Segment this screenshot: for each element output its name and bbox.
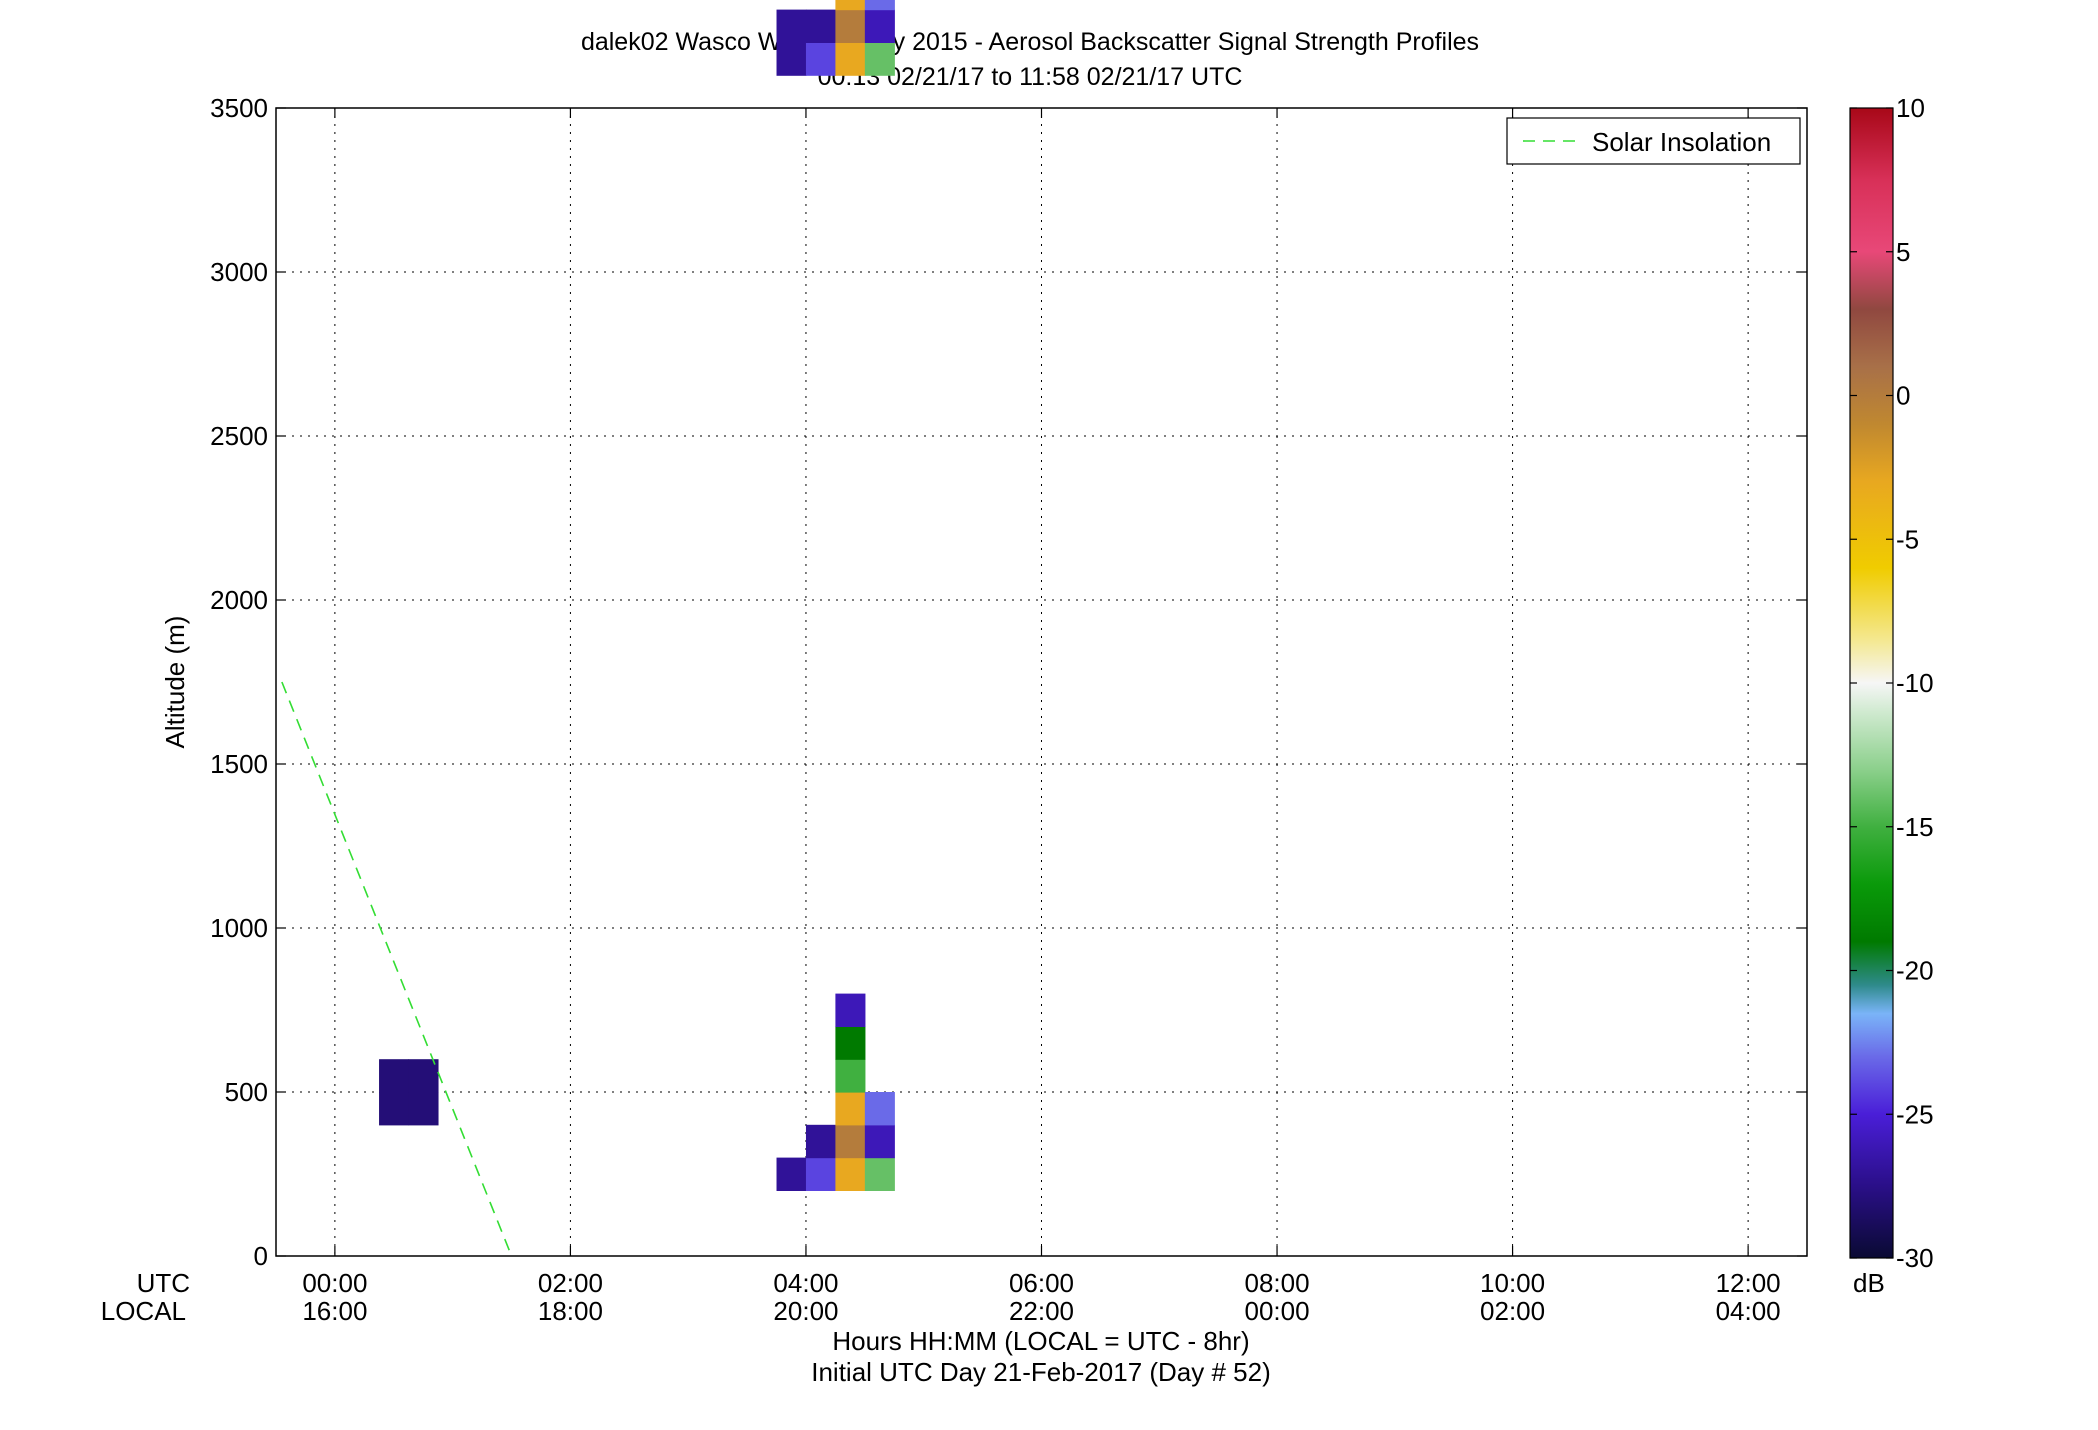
heatmap-cell [408, 1092, 439, 1126]
y-tick-label: 0 [254, 1241, 268, 1271]
x-tick-label-utc: 10:00 [1480, 1268, 1545, 1298]
colorbar-unit: dB [1853, 1268, 1885, 1298]
y-axis: 0 500 1000 1500 2000 2500 3000 3500 [210, 93, 1807, 1271]
chart-title: dalek02 Wasco WFIP2 Study 2015 - Aerosol… [581, 28, 1479, 56]
y-axis-label: Altitude (m) [160, 616, 190, 749]
colorbar-gradient [1849, 107, 1894, 1259]
heatmap-cell [864, 1092, 895, 1126]
x-tick-label-local: 02:00 [1480, 1296, 1545, 1326]
x-tick-label-utc: 06:00 [1009, 1268, 1074, 1298]
x-tick-label-utc: 12:00 [1716, 1268, 1781, 1298]
y-tick-label: 1000 [210, 913, 268, 943]
x-tick-label-utc: 08:00 [1244, 1268, 1309, 1298]
colorbar-tick-label: -10 [1896, 668, 1934, 698]
heatmap-cell [864, 9, 895, 44]
x-tick-label-local: 20:00 [773, 1296, 838, 1326]
y-tick-label: 3000 [210, 257, 268, 287]
y-tick-label: 500 [225, 1077, 268, 1107]
heatmap-cell [408, 1059, 439, 1093]
heatmap-cell [835, 1092, 866, 1126]
x-tick-label-utc: 02:00 [538, 1268, 603, 1298]
x-row-label-utc: UTC [137, 1268, 190, 1298]
x-tick-label-local: 16:00 [302, 1296, 367, 1326]
colorbar: 10 5 0 -5 -10 -15 -20 -25 -30 dB [1849, 93, 1934, 1298]
heatmap-cell [835, 1157, 866, 1191]
heatmap-cell [864, 1124, 895, 1159]
x-axis-label: Hours HH:MM (LOCAL = UTC - 8hr) [832, 1326, 1249, 1356]
heatmap-cell [805, 9, 837, 44]
legend: Solar Insolation [1506, 117, 1801, 165]
y-tick-label: 2000 [210, 585, 268, 615]
colorbar-tick-label: 5 [1896, 237, 1910, 267]
heatmap-cells [379, 0, 895, 1191]
x-tick-label-utc: 00:00 [302, 1268, 367, 1298]
y-tick-label: 1500 [210, 749, 268, 779]
y-tick-label: 3500 [210, 93, 268, 123]
heatmap-cell [835, 9, 866, 44]
heatmap-cell [805, 1124, 837, 1159]
colorbar-tick-label: 0 [1896, 381, 1910, 411]
heatmap-cell [864, 0, 895, 11]
colorbar-tick-label: -25 [1896, 1099, 1934, 1129]
x-tick-label-local: 22:00 [1009, 1296, 1074, 1326]
heatmap-cell [776, 42, 807, 76]
colorbar-tick-label: 10 [1896, 93, 1925, 123]
x-tick-label-local: 04:00 [1716, 1296, 1781, 1326]
heatmap-cell [379, 1092, 410, 1126]
plot-background [276, 108, 1807, 1256]
heatmap-cell [835, 0, 866, 11]
heatmap-cell [805, 42, 837, 76]
solar-insolation-line [281, 681, 513, 1257]
heatmap-cell [776, 9, 807, 44]
colorbar-tick-label: -30 [1896, 1243, 1934, 1273]
heatmap-cell [776, 1157, 807, 1191]
y-tick-label: 2500 [210, 421, 268, 451]
heatmap-cell [835, 1124, 866, 1159]
colorbar-tick-label: -5 [1896, 524, 1919, 554]
heatmap-cell [864, 42, 895, 76]
x-tick-label-utc: 04:00 [773, 1268, 838, 1298]
heatmap-cell [835, 42, 866, 76]
legend-label-solar-insolation: Solar Insolation [1592, 127, 1771, 157]
legend-box [1506, 117, 1801, 165]
heatmap-cell [379, 1059, 410, 1093]
colorbar-ticks: 10 5 0 -5 -10 -15 -20 -25 -30 [1850, 93, 1934, 1273]
x-tick-label-local: 00:00 [1244, 1296, 1309, 1326]
x-row-label-local: LOCAL [101, 1296, 186, 1326]
heatmap-cell [835, 1026, 866, 1060]
heatmap-cell [835, 993, 866, 1027]
x-axis: 00:0016:0002:0018:0004:0020:0006:0022:00… [302, 108, 1781, 1326]
x-tick-label-local: 18:00 [538, 1296, 603, 1326]
colorbar-tick-label: -15 [1896, 812, 1934, 842]
x-axis-label-2: Initial UTC Day 21-Feb-2017 (Day # 52) [811, 1357, 1271, 1387]
colorbar-tick-label: -20 [1896, 956, 1934, 986]
heatmap-cell [835, 1059, 866, 1093]
heatmap-cell [805, 1157, 837, 1191]
heatmap-cell [864, 1157, 895, 1191]
